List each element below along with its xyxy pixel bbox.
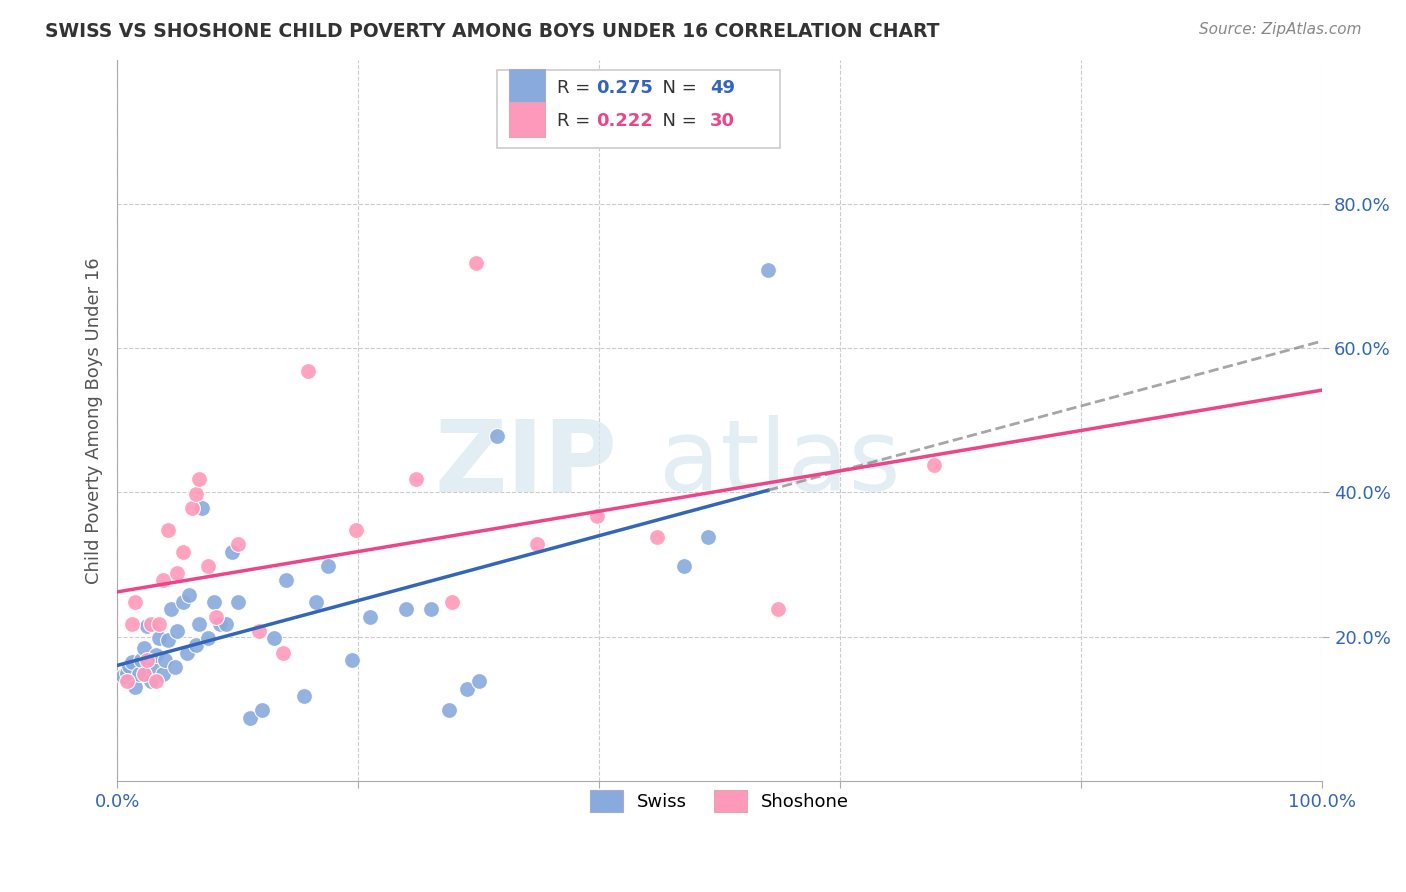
Point (766, 602, 789, 616)
Point (205, 609, 228, 624)
Point (214, 616, 236, 631)
Point (156, 523, 179, 537)
FancyBboxPatch shape (509, 69, 546, 103)
Point (142, 660, 165, 674)
Text: 49: 49 (710, 78, 735, 96)
Point (188, 616, 211, 631)
Point (129, 653, 152, 667)
Point (145, 648, 167, 662)
Point (292, 689, 315, 703)
Point (405, 473, 427, 487)
Point (297, 364, 319, 378)
Point (221, 544, 243, 558)
Point (139, 674, 162, 689)
Point (526, 537, 548, 551)
Text: ZIP: ZIP (434, 415, 617, 512)
Point (172, 544, 194, 558)
Point (180, 501, 202, 516)
Point (273, 646, 295, 660)
Point (184, 639, 207, 653)
Point (395, 602, 418, 616)
Point (226, 537, 249, 551)
FancyBboxPatch shape (509, 103, 546, 136)
Point (456, 681, 478, 696)
Point (756, 263, 779, 277)
Legend: Swiss, Shoshone: Swiss, Shoshone (576, 775, 863, 826)
Point (155, 653, 177, 667)
Point (136, 653, 159, 667)
Point (274, 574, 297, 588)
Point (247, 624, 270, 638)
Point (305, 595, 328, 609)
Point (190, 501, 212, 516)
Point (202, 595, 225, 609)
Point (467, 674, 489, 689)
Text: 0.222: 0.222 (596, 112, 652, 130)
Point (152, 574, 174, 588)
Point (172, 595, 194, 609)
Point (922, 458, 945, 472)
Text: N =: N = (651, 78, 703, 96)
Point (344, 523, 367, 537)
Point (465, 256, 488, 270)
Point (112, 669, 135, 683)
Point (166, 566, 188, 581)
Point (437, 703, 460, 717)
Point (176, 646, 198, 660)
Point (139, 616, 162, 631)
Text: atlas: atlas (659, 415, 901, 512)
Point (250, 703, 273, 717)
Point (226, 595, 249, 609)
Point (585, 508, 607, 523)
Point (696, 530, 718, 544)
Text: R =: R = (557, 112, 596, 130)
Point (148, 616, 170, 631)
Point (136, 619, 159, 633)
Point (359, 609, 381, 624)
Point (672, 559, 695, 574)
Point (128, 667, 150, 681)
Point (316, 559, 339, 574)
Point (239, 710, 262, 724)
Point (441, 595, 464, 609)
Point (152, 667, 174, 681)
Text: SWISS VS SHOSHONE CHILD POVERTY AMONG BOYS UNDER 16 CORRELATION CHART: SWISS VS SHOSHONE CHILD POVERTY AMONG BO… (45, 22, 939, 41)
Text: 0.275: 0.275 (596, 78, 652, 96)
FancyBboxPatch shape (496, 70, 780, 147)
Text: 30: 30 (710, 112, 735, 130)
Point (115, 665, 138, 680)
Point (160, 602, 183, 616)
Point (118, 658, 141, 673)
Point (156, 633, 179, 648)
Point (163, 660, 186, 674)
Point (419, 602, 441, 616)
Point (124, 680, 146, 694)
Point (148, 631, 170, 645)
Point (179, 588, 201, 602)
Point (124, 595, 146, 609)
Point (121, 616, 143, 631)
Point (263, 631, 285, 645)
Point (145, 674, 167, 689)
Point (115, 674, 138, 689)
Point (485, 429, 508, 443)
Point (188, 473, 211, 487)
Point (208, 616, 231, 631)
Point (645, 530, 668, 544)
Y-axis label: Child Poverty Among Boys Under 16: Child Poverty Among Boys Under 16 (86, 257, 103, 583)
Text: Source: ZipAtlas.com: Source: ZipAtlas.com (1198, 22, 1361, 37)
Point (166, 624, 188, 638)
Point (197, 559, 219, 574)
Text: N =: N = (651, 112, 703, 130)
Point (132, 640, 155, 655)
Point (197, 631, 219, 645)
Point (121, 655, 143, 669)
Point (340, 653, 363, 667)
Text: R =: R = (557, 78, 596, 96)
Point (132, 667, 155, 681)
Point (184, 487, 207, 501)
